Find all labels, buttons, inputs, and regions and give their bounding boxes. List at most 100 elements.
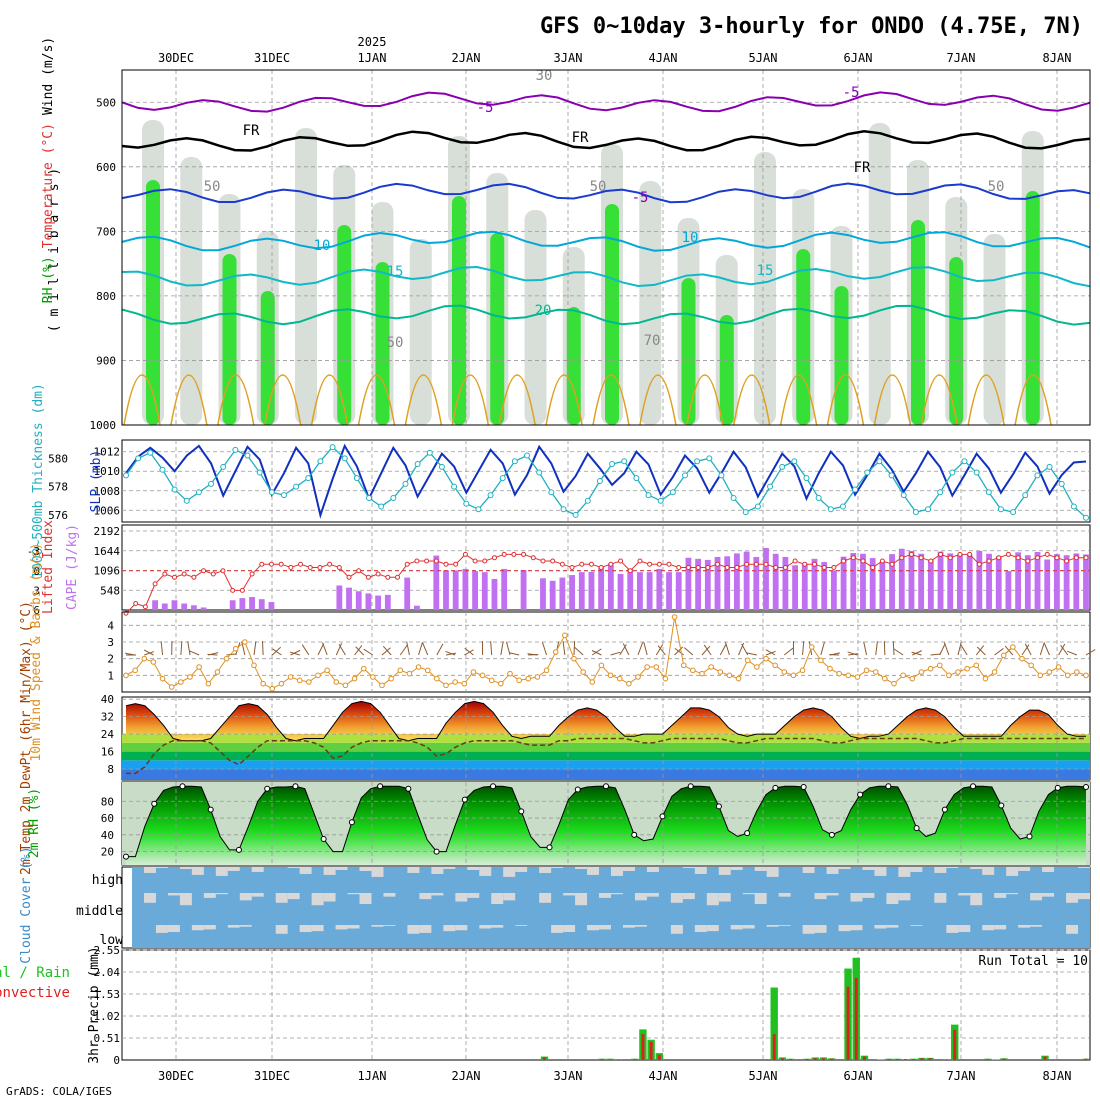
wind-barb bbox=[655, 644, 664, 656]
cloud-bar-middle bbox=[1030, 893, 1043, 901]
precip-convective-bar bbox=[846, 986, 850, 1060]
lifted-index-point bbox=[521, 551, 527, 557]
cloud-bar-middle bbox=[311, 893, 324, 906]
lifted-index-point bbox=[152, 581, 158, 587]
lifted-index-point bbox=[530, 555, 536, 561]
wind-barb bbox=[848, 653, 859, 656]
wind-barb bbox=[445, 652, 457, 656]
cloud-bar-low bbox=[347, 925, 360, 929]
wind-barb bbox=[180, 641, 183, 656]
wind-speed-point bbox=[552, 649, 559, 655]
cape-bar bbox=[617, 573, 624, 610]
cloud-bar-low bbox=[191, 925, 204, 931]
cape-bar bbox=[704, 559, 711, 610]
cape-bar bbox=[666, 572, 672, 610]
cloud-bar-middle bbox=[886, 893, 899, 904]
wind-speed-point bbox=[187, 674, 193, 680]
wind-barb bbox=[976, 646, 986, 656]
cloud-bar-middle bbox=[431, 893, 444, 896]
cloud-bar-middle bbox=[215, 893, 228, 895]
cloud-bar-high bbox=[443, 867, 456, 869]
cloud-bar-middle bbox=[970, 893, 983, 906]
precip-convective-bar bbox=[1084, 1058, 1088, 1060]
wind-speed-point bbox=[1037, 672, 1044, 679]
wind-barb bbox=[724, 642, 730, 656]
thickness-point bbox=[1083, 514, 1089, 521]
cloud-bar-low bbox=[587, 925, 600, 931]
rh-moist-column bbox=[681, 278, 696, 425]
cloud-bar-high bbox=[802, 867, 815, 873]
temp-band bbox=[122, 760, 1090, 770]
wind-barb bbox=[957, 641, 962, 656]
wind-speed-point bbox=[379, 682, 385, 689]
wind-barb bbox=[802, 641, 805, 656]
rh-point bbox=[179, 783, 186, 790]
thickness-point bbox=[596, 478, 603, 484]
cloud-bar-middle bbox=[287, 893, 300, 900]
lifted-index-point bbox=[404, 561, 410, 567]
thickness-point bbox=[280, 492, 287, 499]
wind-barb bbox=[527, 653, 538, 656]
contour-label: FR bbox=[854, 160, 871, 176]
cape-bar bbox=[501, 568, 508, 610]
cloud-bar-low bbox=[1066, 925, 1079, 934]
cloud-bar-high bbox=[1078, 867, 1090, 868]
cape-bar bbox=[375, 595, 382, 610]
thickness-point bbox=[378, 503, 385, 510]
wind-barb bbox=[160, 641, 164, 656]
rh-point bbox=[1054, 784, 1061, 791]
temp-band bbox=[122, 751, 1090, 761]
lifted-index-point bbox=[685, 565, 691, 570]
thickness-point bbox=[499, 475, 506, 482]
precip-convective-bar bbox=[821, 1058, 825, 1060]
cape-bar bbox=[200, 607, 207, 610]
rh-moist-column bbox=[337, 225, 352, 425]
wind-barb bbox=[399, 644, 408, 656]
lifted-index-point bbox=[588, 561, 594, 567]
wind-barb bbox=[911, 651, 922, 656]
thickness-point bbox=[536, 469, 543, 476]
date-label-bottom: 31DEC bbox=[254, 1069, 290, 1083]
wind-speed-point bbox=[790, 672, 797, 679]
precip-convective-bar bbox=[830, 1058, 834, 1060]
wind-speed-point bbox=[415, 664, 422, 670]
pressure-tick-label: 1000 bbox=[90, 419, 117, 432]
wind-speed-point bbox=[470, 669, 477, 675]
cape-bar bbox=[414, 605, 420, 610]
cloud-bar-high bbox=[551, 867, 564, 868]
wind-speed-point bbox=[653, 664, 660, 670]
cape-bar bbox=[801, 563, 808, 610]
lifted-index-point bbox=[511, 551, 517, 557]
cloud-axis-label: Cloud Cover (%) bbox=[19, 846, 34, 963]
surface-isotherm-arc bbox=[592, 374, 630, 426]
wind-barb bbox=[143, 649, 154, 656]
cape-bar bbox=[588, 571, 595, 610]
thickness-axis-label: 1000~500mb Thickness (dm) bbox=[31, 383, 46, 579]
rh-tick-label: 40 bbox=[101, 829, 114, 842]
rh-point bbox=[687, 783, 694, 790]
lifted-index-point bbox=[860, 558, 866, 564]
cloud-bar-low bbox=[203, 925, 216, 930]
cloud-bar-middle bbox=[359, 893, 372, 904]
rh-point bbox=[828, 831, 835, 838]
isotherm-line bbox=[121, 130, 1091, 152]
lifted-index-point bbox=[1073, 555, 1079, 561]
lifted-index-point bbox=[414, 558, 420, 564]
cape-bar bbox=[966, 555, 973, 610]
panel-frame bbox=[121, 611, 1091, 693]
cloud-bar-high bbox=[323, 867, 336, 875]
wind-barb bbox=[500, 641, 504, 656]
wind-speed-point bbox=[223, 655, 230, 662]
thickness-point bbox=[475, 506, 482, 513]
cloud-bar-middle bbox=[455, 893, 468, 902]
cloud-bar-middle bbox=[575, 893, 588, 906]
rh-point bbox=[970, 783, 977, 790]
cape-bar bbox=[957, 554, 963, 610]
wind-speed-point bbox=[141, 655, 148, 662]
cloud-bar-middle bbox=[634, 893, 647, 901]
cape-bar bbox=[355, 591, 362, 610]
cloud-bar-middle bbox=[347, 893, 360, 895]
upper-legend-part: Temperature (°C) bbox=[41, 123, 56, 248]
upper-legend-part: RH (%) bbox=[41, 256, 56, 303]
rh-point bbox=[1083, 784, 1089, 791]
